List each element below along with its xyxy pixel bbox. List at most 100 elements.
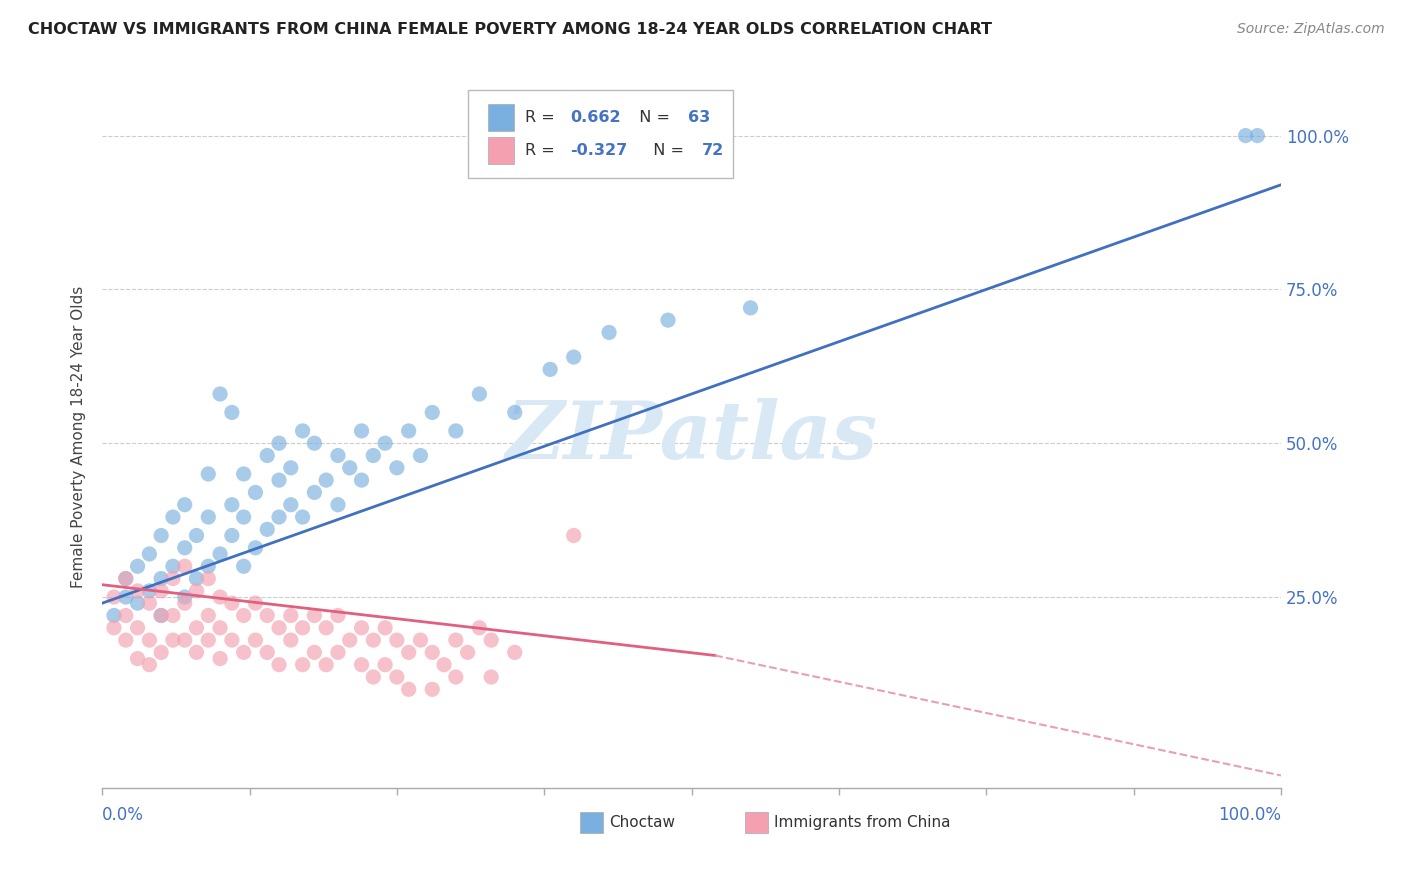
Point [209,547,232,561]
Point [162,559,184,574]
Point [150,645,173,659]
Point [374,436,396,450]
Point [114,608,136,623]
Text: CHOCTAW VS IMMIGRANTS FROM CHINA FEMALE POVERTY AMONG 18-24 YEAR OLDS CORRELATIO: CHOCTAW VS IMMIGRANTS FROM CHINA FEMALE … [28,22,993,37]
Text: 63: 63 [688,110,710,125]
Point [256,608,278,623]
Point [503,405,526,419]
Point [173,633,195,648]
Point [103,621,125,635]
Point [385,460,408,475]
Point [162,572,184,586]
Point [162,510,184,524]
Point [127,651,149,665]
Point [280,608,302,623]
Point [409,449,432,463]
Text: 0.0%: 0.0% [103,806,143,824]
Point [114,572,136,586]
Point [267,436,290,450]
Point [209,621,232,635]
Point [197,510,219,524]
Bar [488,136,513,163]
Text: N =: N = [628,110,675,125]
Point [562,528,585,542]
Point [433,657,456,672]
Point [350,621,373,635]
Point [304,436,326,450]
Text: 0.662: 0.662 [571,110,621,125]
Point [350,473,373,487]
Point [197,633,219,648]
Point [197,572,219,586]
Point [374,657,396,672]
Point [350,424,373,438]
Point [173,498,195,512]
Point [245,541,267,555]
Point [280,498,302,512]
Point [420,405,443,419]
Point [1246,128,1268,143]
Point [468,387,491,401]
Text: ZIPatlas: ZIPatlas [506,399,877,475]
Point [173,596,195,610]
Point [457,645,479,659]
Text: N =: N = [644,143,689,158]
Point [221,405,243,419]
Point [186,572,208,586]
Text: R =: R = [526,110,560,125]
Y-axis label: Female Poverty Among 18-24 Year Olds: Female Poverty Among 18-24 Year Olds [72,286,86,588]
Point [468,621,491,635]
Point [150,608,173,623]
Bar [488,103,513,130]
Point [598,326,620,340]
Text: Choctaw: Choctaw [609,815,675,830]
Bar [579,813,603,833]
Point [245,633,267,648]
Point [256,449,278,463]
Point [267,473,290,487]
Point [363,670,385,684]
Point [114,633,136,648]
Point [256,522,278,536]
Point [326,608,349,623]
Point [398,645,420,659]
Point [315,657,337,672]
Text: R =: R = [526,143,560,158]
Point [479,633,502,648]
Point [291,657,314,672]
Text: 72: 72 [702,143,724,158]
Point [350,657,373,672]
Point [267,510,290,524]
Point [173,541,195,555]
Point [291,510,314,524]
Point [186,645,208,659]
Point [420,682,443,697]
Point [657,313,679,327]
Point [339,633,361,648]
Point [398,682,420,697]
Text: -0.327: -0.327 [571,143,627,158]
Text: 100.0%: 100.0% [1218,806,1281,824]
Point [280,633,302,648]
Point [444,633,467,648]
Bar [745,813,768,833]
FancyBboxPatch shape [468,90,733,178]
Point [267,621,290,635]
Point [197,608,219,623]
Point [186,583,208,598]
Point [186,528,208,542]
Point [150,583,173,598]
Point [315,621,337,635]
Point [173,590,195,604]
Point [209,387,232,401]
Point [114,572,136,586]
Point [103,590,125,604]
Point [232,608,254,623]
Point [138,657,160,672]
Point [138,547,160,561]
Point [420,645,443,659]
Text: Immigrants from China: Immigrants from China [775,815,950,830]
Point [232,510,254,524]
Point [538,362,561,376]
Point [374,621,396,635]
